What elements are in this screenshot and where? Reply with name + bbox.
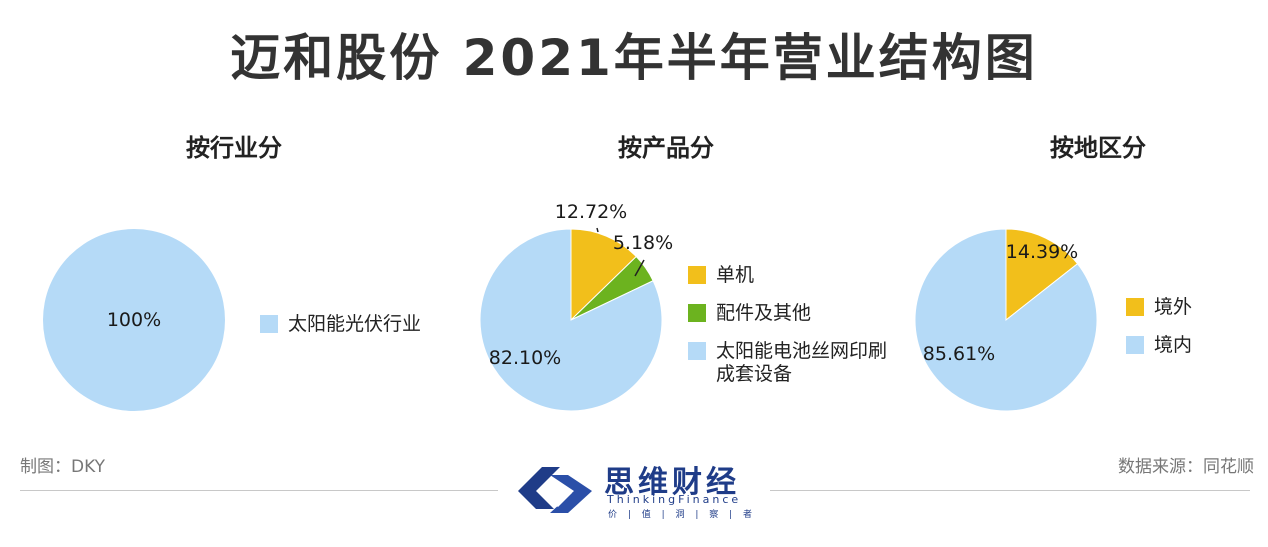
brand-tagline: 价 | 值 | 洞 | 察 | 者 [608,510,757,520]
pie-region: 14.39% 85.61% [914,228,1098,412]
legend-label: 境外 [1154,296,1193,318]
chart-title-product: 按产品分 [618,134,714,162]
legend-item-region-1: 境内 [1126,334,1192,357]
legend-item-region-0: 境外 [1126,296,1192,319]
footer-divider-right [770,490,1250,491]
legend-label: 太阳能光伏行业 [288,313,422,335]
pie-slice-industry-0 [43,229,225,411]
pie-industry: 100% [43,229,225,411]
legend-swatch [688,266,706,284]
data-source: 数据来源：同花顺 [1118,457,1254,477]
pie-slice-product-0 [570,228,637,322]
legend-swatch [260,315,278,333]
pie-product: 12.72% 5.18% 82.10% [479,201,673,412]
data-label-region-0: 14.39% [1006,241,1078,263]
data-label-product-1: 5.18% [613,232,673,254]
chart-panel-region: 按地区分 14.39% 85.61% 境外境内 [896,128,1268,428]
data-label-region-1: 85.61% [923,343,995,365]
legend-label: 境内 [1154,334,1193,356]
chart-credit: 制图：DKY [20,457,106,477]
chart-panel-industry: 按行业分 100% 太阳能光伏行业 [20,128,440,428]
data-label-product-2: 82.10% [489,347,561,369]
pie-slice-product-2 [479,228,663,412]
brand-english: ThinkingFinance [607,493,742,506]
legend-swatch [1126,298,1144,316]
chart-title-industry: 按行业分 [186,134,282,162]
legend-swatch [1126,336,1144,354]
leader-line-product-0 [596,227,599,233]
legend-label: 配件及其他 [716,302,812,324]
pie-slice-region-1 [914,228,1098,412]
legend-swatch [688,304,706,322]
legend-swatch [688,342,706,360]
chart-panel-product: 按产品分 12.72% 5.18% 82.10% 单机配件及其他太阳能电池丝网印刷成… [460,128,887,428]
legend-item-product-1: 配件及其他 [688,302,811,325]
legend-item-product-2: 太阳能电池丝网印刷 成套设备 [688,340,887,386]
pie-slice-region-0 [1005,228,1079,322]
chart-title-region: 按地区分 [1050,134,1146,162]
data-label-product-0: 12.72% [555,201,627,223]
brand-logo: 思维财经 ThinkingFinance 价 | 值 | 洞 | 察 | 者 [512,455,762,535]
legend-item-industry-0: 太阳能光伏行业 [260,313,421,336]
page-title: 迈和股份 2021年半年营业结构图 [230,29,1038,87]
footer-divider-left [20,490,498,491]
legend-label: 太阳能电池丝网印刷 成套设备 [716,340,888,385]
legend-label: 单机 [716,264,755,286]
brand-mark-icon [518,467,592,513]
data-label-industry-0: 100% [107,309,161,331]
legend-item-product-0: 单机 [688,264,754,287]
leader-line-product-1 [634,259,645,277]
brand-name: 思维财经 [604,465,740,500]
